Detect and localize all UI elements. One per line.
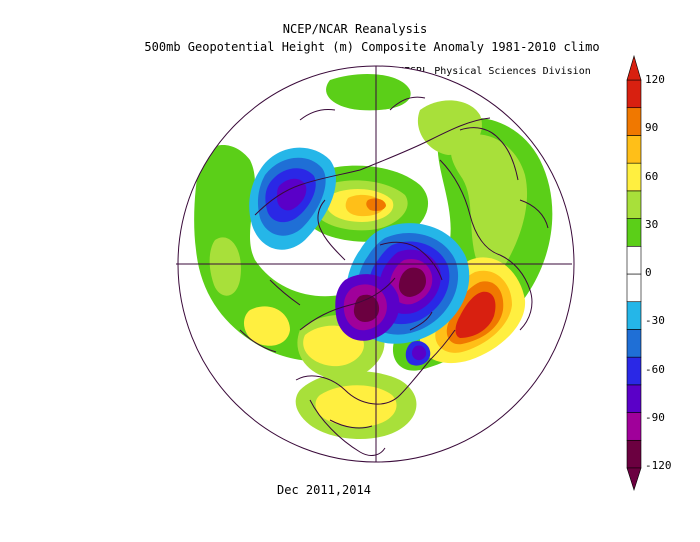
colorbar-segment	[626, 329, 642, 358]
colorbar-tick-label: -60	[645, 362, 665, 376]
date-label: Dec 2011,2014	[277, 483, 371, 497]
colorbar-segment	[626, 107, 642, 136]
colorbar-tick-label: 30	[645, 217, 659, 231]
colorbar-segment	[626, 356, 642, 386]
colorbar	[626, 54, 642, 491]
colorbar-segment	[626, 135, 642, 164]
colorbar-tick-label: 120	[645, 73, 665, 86]
colorbar-segment	[626, 79, 642, 109]
colorbar-tick-label: -120	[645, 459, 672, 472]
colorbar-segment	[626, 273, 642, 303]
colorbar-max-arrow	[626, 54, 642, 81]
colorbar-tick-label: 60	[645, 169, 659, 183]
colorbar-segment	[626, 162, 642, 192]
colorbar-tick-label: 0	[645, 266, 652, 279]
colorbar-segment	[626, 218, 642, 247]
colorbar-segment	[626, 301, 642, 330]
coastlines	[239, 96, 549, 456]
colorbar-segment	[626, 412, 642, 441]
map-title-line2: 500mb Geopotential Height (m) Composite …	[144, 40, 600, 54]
anomaly-field	[178, 66, 574, 462]
colorbar-segment	[626, 245, 642, 275]
colorbar-min-arrow	[626, 467, 642, 491]
colorbar-segment	[626, 439, 642, 469]
colorbar-tick-label: 90	[645, 121, 659, 135]
colorbar-tick-label: -30	[645, 314, 665, 328]
colorbar-tick-label: -90	[645, 410, 665, 424]
colorbar-segment	[626, 190, 642, 219]
colorbar-segment	[626, 384, 642, 413]
credit-label: NOAA/ESRL Physical Sciences Division	[374, 66, 591, 77]
map-title-line1: NCEP/NCAR Reanalysis	[282, 22, 428, 36]
